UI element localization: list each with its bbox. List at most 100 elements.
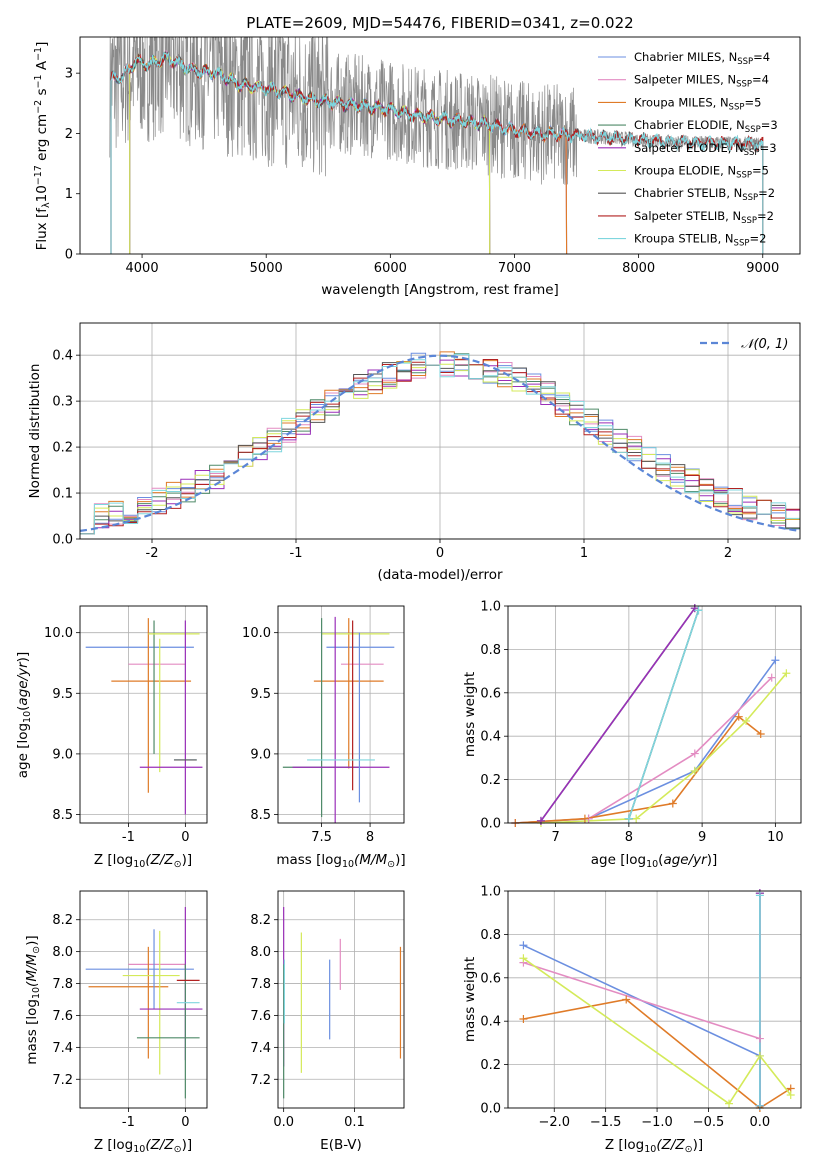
mass_weight_vs_age-marker-krou_miles xyxy=(668,799,677,808)
mass_weight_vs_Z-series-krou_miles xyxy=(523,998,792,1108)
legend-label-salp_stelib: Salpeter STELIB, NSSP=2 xyxy=(634,209,774,226)
age_vs_Z-ytick-label: 8.5 xyxy=(52,808,73,823)
mass_vs_Z-plot-area xyxy=(80,891,207,1108)
mass_weight_vs_age-marker-krou_stelib xyxy=(624,814,633,823)
mass_weight_vs_age-series-krou_miles xyxy=(515,715,762,823)
residual_hist-xtick-label: 2 xyxy=(724,546,732,561)
mass_weight_vs_age-marker-krou_miles xyxy=(756,730,765,739)
spectrum-panel: 4000 5000 6000 7000 8000 9000 0 1 2 3 Chabrier MIL… xyxy=(65,36,801,276)
legend-label-krou_miles: Kroupa MILES, NSSP=5 xyxy=(634,95,761,112)
mass_weight_vs_Z-series-salp_miles xyxy=(523,961,761,1040)
age_vs_mass-ytick-label: 10.0 xyxy=(242,626,271,641)
legend-label-chab_elodie: Chabrier ELODIE, NSSP=3 xyxy=(634,118,778,135)
residual_hist-frame xyxy=(79,322,801,540)
mass_weight_vs_Z-marker-krou_elodie xyxy=(755,1051,764,1060)
mass_vs_ebv-ytick-label: 7.6 xyxy=(250,1009,271,1024)
legend-label-chab_miles: Chabrier MILES, NSSP=4 xyxy=(634,50,770,67)
mass_weight_vs_Z-marker-krou_miles xyxy=(622,995,631,1004)
mass_weight_vs_Z-ytick-label: 0.2 xyxy=(480,1058,501,1073)
hist-ylabel: Normed distribution xyxy=(27,364,43,499)
ageZ-xlabel: Z [log10(Z/Z⊙)] xyxy=(94,852,192,870)
mass_weight_vs_age-ytick-label: 0.6 xyxy=(480,686,501,701)
mass_weight_vs_age-ytick-label: 1.0 xyxy=(480,600,501,615)
residual_hist-ytick-label: 0.1 xyxy=(52,487,73,502)
spectrum-ylabel: Flux [fλ10−17 erg cm−2 s−1 A−1] xyxy=(33,42,52,251)
age_vs_mass-ytick-label: 9.0 xyxy=(250,747,271,762)
mass_weight_vs_age-frame xyxy=(507,605,802,824)
mass_weight_vs_Z-xtick-label: −2.0 xyxy=(538,1115,570,1130)
residual_hist-xtick-label: 1 xyxy=(580,546,588,561)
mass_weight_vs_age-marker-krou_miles xyxy=(580,814,589,823)
mass_weight_vs_age-series-chab_miles xyxy=(515,659,777,823)
mass_weight_vs_Z-marker-krou_elodie xyxy=(725,1099,734,1108)
age_vs_mass-plot-area xyxy=(278,606,404,823)
mass_weight_vs_age-panel: 7 8 9 10 0.0 0.2 0.4 0.6 0.8 1.0 xyxy=(480,600,802,845)
age_vs_Z-panel: -1 0 8.5 9.0 9.5 10.0 xyxy=(44,605,208,845)
mass_weight_vs_Z-series-krou_elodie xyxy=(522,957,792,1105)
mass_weight_vs_age-marker-krou_elodie xyxy=(782,669,791,678)
mass_weight_vs_Z-ylabel: mass weight xyxy=(462,957,478,1042)
residual_hist-xtick-label: 0 xyxy=(436,546,444,561)
mass_weight_vs_Z-panel: −2.0 −1.5 −1.0 −0.5 0.0 0.0 0.2 0.4 0.6 0.8 1.0 xyxy=(480,885,802,1130)
gauss-curve xyxy=(80,354,800,532)
age_vs_mass-ytick-label: 8.5 xyxy=(250,808,271,823)
mass_vs_Z-ytick-label: 7.8 xyxy=(52,977,73,992)
mass_weight_vs_age-marker-krou_elodie xyxy=(632,814,641,823)
spectrum-ytick-label: 0 xyxy=(65,248,73,263)
residual_hist-ytick-label: 0.3 xyxy=(52,395,73,410)
mass_weight_vs_age-marker-krou_elodie xyxy=(742,717,751,726)
mass_weight_vs_Z-series-chab_miles xyxy=(523,944,761,1106)
spectrum-data-line xyxy=(109,37,763,185)
mass_vs_Z-ytick-label: 8.2 xyxy=(52,913,73,928)
mass_vs_Z-frame xyxy=(79,890,208,1109)
mass_weight_vs_age-series-krou_stelib xyxy=(628,610,700,819)
spectrum-plot-area xyxy=(109,37,764,254)
spectrum-xtick-label: 8000 xyxy=(622,261,655,276)
spectrum-ytick-label: 3 xyxy=(65,67,73,82)
mass_weight_vs_Z-frame xyxy=(507,890,802,1109)
mass_weight_vs_age-xtick-label: 8 xyxy=(625,830,633,845)
mass_weight_vs_Z-ytick-label: 0.8 xyxy=(480,928,501,943)
spectrum-xtick-label: 6000 xyxy=(374,261,407,276)
mass_vs_ebv-ytick-label: 7.8 xyxy=(250,977,271,992)
residual_hist-plot-area xyxy=(80,323,800,539)
legend-label-salp_miles: Salpeter MILES, NSSP=4 xyxy=(634,73,769,90)
mass_vs_Z-ytick-label: 7.4 xyxy=(52,1041,73,1056)
legend-label-krou_stelib: Kroupa STELIB, NSSP=2 xyxy=(634,232,766,249)
ageZ-ylabel: age [log10(age/yr)] xyxy=(15,652,33,778)
massEbv-xlabel: E(B-V) xyxy=(320,1137,362,1153)
mass_weight_vs_Z-ytick-label: 0.4 xyxy=(480,1015,501,1030)
mass_weight_vs_age-series-salp_elodie xyxy=(540,607,696,822)
spectrum-frame xyxy=(79,36,801,255)
mass_weight_vs_age-plot-area xyxy=(508,606,801,823)
mass_weight_vs_Z-ytick-label: 0.6 xyxy=(480,971,501,986)
mass_weight_vs_Z-marker-krou_miles xyxy=(519,1015,528,1024)
residual_hist-panel: -2 -1 0 1 2 0.0 0.1 0.2 0.3 0.4 𝒩(0, 1) xyxy=(52,322,801,561)
mass_vs_ebv-ytick-label: 8.0 xyxy=(250,945,271,960)
mass_weight_vs_age-marker-krou_elodie xyxy=(690,766,699,775)
mass_weight_vs_age-ytick-label: 0.4 xyxy=(480,730,501,745)
spectrum-ytick-label: 2 xyxy=(65,127,73,142)
spectrum-xtick-label: 4000 xyxy=(126,261,159,276)
residual_hist-ytick-label: 0.0 xyxy=(52,533,73,548)
mass_weight_vs_age-ytick-label: 0.8 xyxy=(480,643,501,658)
mass_weight_vs_Z-marker-krou_stelib xyxy=(755,1101,764,1110)
mass_vs_Z-panel: -1 0 7.2 7.4 7.6 7.8 8.0 8.2 xyxy=(52,890,208,1130)
mass_weight_vs_Z-ytick-label: 0.0 xyxy=(480,1102,501,1117)
age_vs_Z-plot-area xyxy=(80,606,207,823)
residual_hist-ytick-label: 0.2 xyxy=(52,441,73,456)
legend-gauss-label: 𝒩(0, 1) xyxy=(741,337,788,352)
mass_vs_Z-xtick-label: -1 xyxy=(122,1115,135,1130)
figure-title: PLATE=2609, MJD=54476, FIBERID=0341, z=0… xyxy=(246,14,633,32)
mass_weight_vs_age-marker-krou_miles xyxy=(734,712,743,721)
mass_weight_vs_age-marker-salp_miles xyxy=(690,749,699,758)
mass_weight_vs_Z-marker-krou_elodie xyxy=(786,1090,795,1099)
mass_weight_vs_age-ytick-label: 0.0 xyxy=(480,817,501,832)
ageMass-xlabel: mass [log10(M/M⊙)] xyxy=(276,852,405,870)
mass_weight_vs_age-xtick-label: 9 xyxy=(698,830,706,845)
mass_weight_vs_Z-marker-krou_elodie xyxy=(519,954,528,963)
mass_weight_vs_Z-xtick-label: −1.0 xyxy=(641,1115,673,1130)
mass_vs_ebv-ytick-label: 7.4 xyxy=(250,1041,271,1056)
mass_weight_vs_Z-ytick-label: 1.0 xyxy=(480,885,501,900)
